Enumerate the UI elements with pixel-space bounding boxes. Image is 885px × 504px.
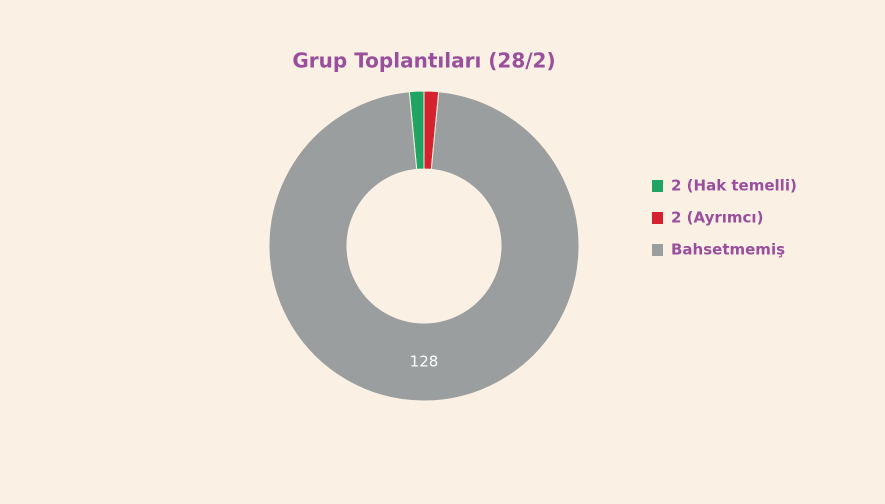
- legend-swatch: [652, 180, 663, 192]
- donut-slice: [268, 91, 580, 402]
- legend-label: Bahsetmemiş: [671, 241, 785, 259]
- legend-label: 2 (Ayrımcı): [671, 209, 763, 227]
- chart-title: Grup Toplantıları (28/2): [292, 49, 555, 73]
- legend-swatch: [652, 212, 663, 224]
- data-label: 128: [410, 353, 439, 371]
- legend-label: 2 (Hak temelli): [671, 177, 797, 195]
- legend-swatch: [652, 244, 663, 256]
